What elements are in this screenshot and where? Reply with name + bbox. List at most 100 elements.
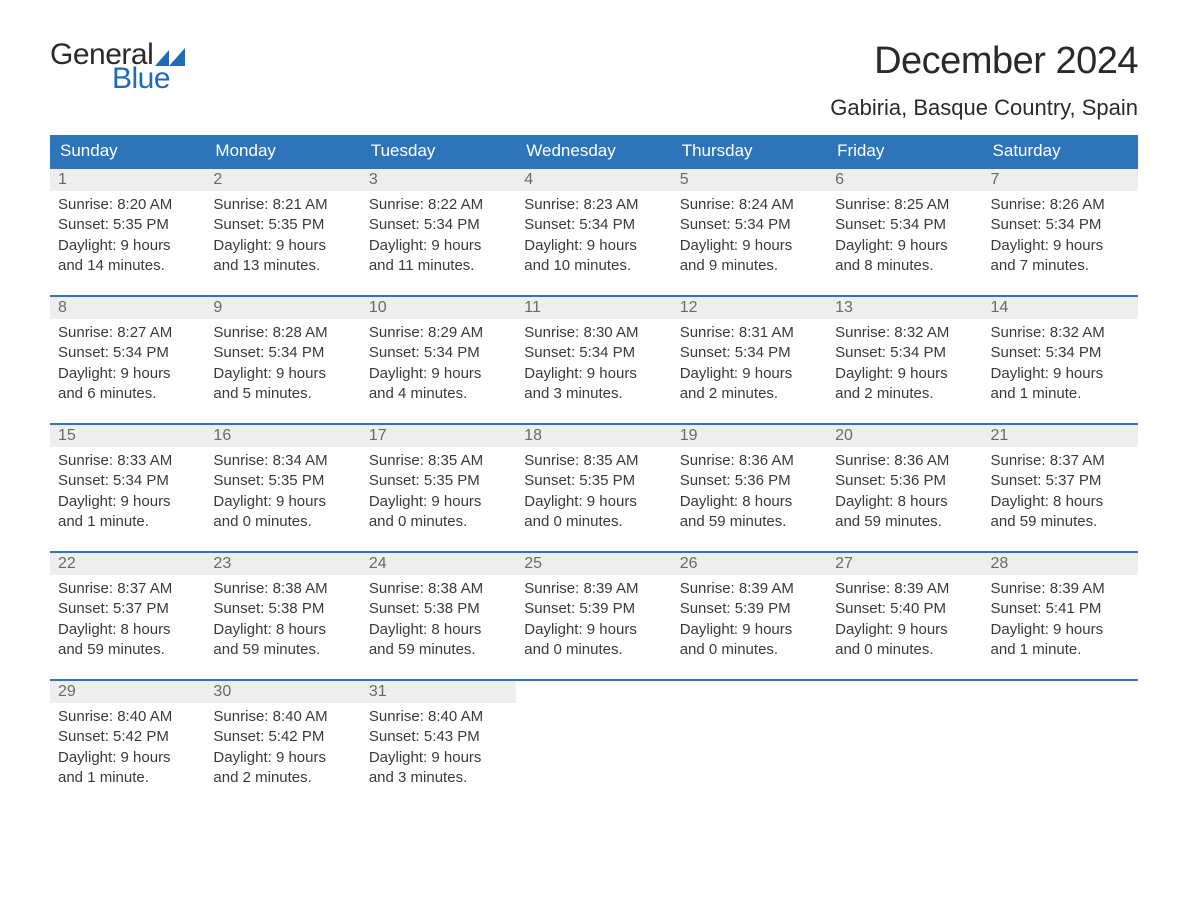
sunset-text: Sunset: 5:37 PM: [991, 471, 1130, 491]
day-details: Sunrise: 8:34 AMSunset: 5:35 PMDaylight:…: [205, 447, 360, 540]
calendar-day-cell: 28Sunrise: 8:39 AMSunset: 5:41 PMDayligh…: [983, 552, 1138, 680]
day-number: 28: [983, 553, 1138, 575]
calendar-day-cell: 18Sunrise: 8:35 AMSunset: 5:35 PMDayligh…: [516, 424, 671, 552]
day-details: Sunrise: 8:39 AMSunset: 5:39 PMDaylight:…: [516, 575, 671, 668]
daylight-text: Daylight: 9 hours and 11 minutes.: [369, 236, 508, 277]
logo-text-blue: Blue: [112, 64, 185, 94]
day-details: Sunrise: 8:20 AMSunset: 5:35 PMDaylight:…: [50, 191, 205, 284]
daylight-text: Daylight: 9 hours and 1 minute.: [991, 364, 1130, 405]
daylight-text: Daylight: 9 hours and 2 minutes.: [213, 748, 352, 789]
sunrise-text: Sunrise: 8:39 AM: [835, 579, 974, 599]
calendar-week-row: 15Sunrise: 8:33 AMSunset: 5:34 PMDayligh…: [50, 424, 1138, 552]
day-details: Sunrise: 8:28 AMSunset: 5:34 PMDaylight:…: [205, 319, 360, 412]
day-details: Sunrise: 8:36 AMSunset: 5:36 PMDaylight:…: [672, 447, 827, 540]
day-number: 6: [827, 169, 982, 191]
sunrise-text: Sunrise: 8:40 AM: [369, 707, 508, 727]
sunset-text: Sunset: 5:34 PM: [991, 215, 1130, 235]
day-details: Sunrise: 8:32 AMSunset: 5:34 PMDaylight:…: [983, 319, 1138, 412]
day-details: Sunrise: 8:32 AMSunset: 5:34 PMDaylight:…: [827, 319, 982, 412]
sunrise-text: Sunrise: 8:30 AM: [524, 323, 663, 343]
day-details: Sunrise: 8:38 AMSunset: 5:38 PMDaylight:…: [361, 575, 516, 668]
day-details: Sunrise: 8:38 AMSunset: 5:38 PMDaylight:…: [205, 575, 360, 668]
sunset-text: Sunset: 5:42 PM: [213, 727, 352, 747]
day-details: Sunrise: 8:30 AMSunset: 5:34 PMDaylight:…: [516, 319, 671, 412]
day-number: 1: [50, 169, 205, 191]
sunrise-text: Sunrise: 8:28 AM: [213, 323, 352, 343]
day-details: Sunrise: 8:23 AMSunset: 5:34 PMDaylight:…: [516, 191, 671, 284]
calendar-day-cell: 2Sunrise: 8:21 AMSunset: 5:35 PMDaylight…: [205, 168, 360, 296]
calendar-day-cell: 27Sunrise: 8:39 AMSunset: 5:40 PMDayligh…: [827, 552, 982, 680]
day-number: 10: [361, 297, 516, 319]
sunrise-text: Sunrise: 8:27 AM: [58, 323, 197, 343]
day-header: Saturday: [983, 135, 1138, 168]
calendar-day-cell: 10 Sunrise: 8:29 AMSunset: 5:34 PMDayligh…: [361, 296, 516, 424]
day-number: 16: [205, 425, 360, 447]
calendar-day-cell: 12Sunrise: 8:31 AMSunset: 5:34 PMDayligh…: [672, 296, 827, 424]
day-number: 7: [983, 169, 1138, 191]
day-number: 5: [672, 169, 827, 191]
sunrise-text: Sunrise: 8:37 AM: [991, 451, 1130, 471]
sunrise-text: Sunrise: 8:20 AM: [58, 195, 197, 215]
calendar-day-cell: 5Sunrise: 8:24 AMSunset: 5:34 PMDaylight…: [672, 168, 827, 296]
sunrise-text: Sunrise: 8:22 AM: [369, 195, 508, 215]
sunrise-text: Sunrise: 8:37 AM: [58, 579, 197, 599]
day-header: Thursday: [672, 135, 827, 168]
sunrise-text: Sunrise: 8:40 AM: [213, 707, 352, 727]
location: Gabiria, Basque Country, Spain: [830, 95, 1138, 121]
day-number: 31: [361, 681, 516, 703]
day-details: Sunrise: 8:37 AMSunset: 5:37 PMDaylight:…: [983, 447, 1138, 540]
daylight-text: Daylight: 9 hours and 10 minutes.: [524, 236, 663, 277]
sunset-text: Sunset: 5:34 PM: [835, 215, 974, 235]
daylight-text: Daylight: 9 hours and 14 minutes.: [58, 236, 197, 277]
sunset-text: Sunset: 5:34 PM: [213, 343, 352, 363]
sunrise-text: Sunrise: 8:25 AM: [835, 195, 974, 215]
day-number: 20: [827, 425, 982, 447]
sunset-text: Sunset: 5:34 PM: [524, 215, 663, 235]
daylight-text: Daylight: 9 hours and 8 minutes.: [835, 236, 974, 277]
daylight-text: Daylight: 9 hours and 7 minutes.: [991, 236, 1130, 277]
daylight-text: Daylight: 9 hours and 0 minutes.: [369, 492, 508, 533]
daylight-text: Daylight: 9 hours and 0 minutes.: [524, 620, 663, 661]
day-number: 4: [516, 169, 671, 191]
day-details: Sunrise: 8:39 AMSunset: 5:39 PMDaylight:…: [672, 575, 827, 668]
sunset-text: Sunset: 5:34 PM: [369, 215, 508, 235]
sunset-text: Sunset: 5:39 PM: [524, 599, 663, 619]
sunrise-text: Sunrise: 8:34 AM: [213, 451, 352, 471]
sunset-text: Sunset: 5:43 PM: [369, 727, 508, 747]
sunrise-text: Sunrise: 8:23 AM: [524, 195, 663, 215]
sunset-text: Sunset: 5:36 PM: [680, 471, 819, 491]
day-number: 13: [827, 297, 982, 319]
day-number: 24: [361, 553, 516, 575]
daylight-text: Daylight: 9 hours and 4 minutes.: [369, 364, 508, 405]
sunset-text: Sunset: 5:34 PM: [369, 343, 508, 363]
daylight-text: Daylight: 9 hours and 13 minutes.: [213, 236, 352, 277]
daylight-text: Daylight: 9 hours and 3 minutes.: [369, 748, 508, 789]
daylight-text: Daylight: 9 hours and 0 minutes.: [524, 492, 663, 533]
calendar-day-cell: 1Sunrise: 8:20 AMSunset: 5:35 PMDaylight…: [50, 168, 205, 296]
day-number: 2: [205, 169, 360, 191]
sunrise-text: Sunrise: 8:35 AM: [369, 451, 508, 471]
sunrise-text: Sunrise: 8:29 AM: [369, 323, 508, 343]
sunrise-text: Sunrise: 8:33 AM: [58, 451, 197, 471]
sunset-text: Sunset: 5:34 PM: [680, 343, 819, 363]
day-header-row: Sunday Monday Tuesday Wednesday Thursday…: [50, 135, 1138, 168]
daylight-text: Daylight: 8 hours and 59 minutes.: [835, 492, 974, 533]
daylight-text: Daylight: 9 hours and 1 minute.: [58, 748, 197, 789]
day-number: 8: [50, 297, 205, 319]
calendar-day-cell: 22Sunrise: 8:37 AMSunset: 5:37 PMDayligh…: [50, 552, 205, 680]
calendar-week-row: 8Sunrise: 8:27 AMSunset: 5:34 PMDaylight…: [50, 296, 1138, 424]
calendar-day-cell: 26Sunrise: 8:39 AMSunset: 5:39 PMDayligh…: [672, 552, 827, 680]
day-header: Monday: [205, 135, 360, 168]
day-number: 26: [672, 553, 827, 575]
day-header: Wednesday: [516, 135, 671, 168]
calendar-day-cell: 9Sunrise: 8:28 AMSunset: 5:34 PMDaylight…: [205, 296, 360, 424]
day-details: Sunrise: 8:39 AMSunset: 5:41 PMDaylight:…: [983, 575, 1138, 668]
daylight-text: Daylight: 8 hours and 59 minutes.: [680, 492, 819, 533]
day-header: Tuesday: [361, 135, 516, 168]
day-details: Sunrise: 8:27 AMSunset: 5:34 PMDaylight:…: [50, 319, 205, 412]
sunset-text: Sunset: 5:34 PM: [524, 343, 663, 363]
title-block: December 2024 Gabiria, Basque Country, S…: [830, 40, 1138, 121]
header: General Blue December 2024 Gabiria, Basq…: [50, 40, 1138, 121]
calendar-day-cell: 30Sunrise: 8:40 AMSunset: 5:42 PMDayligh…: [205, 680, 360, 808]
day-details: Sunrise: 8:22 AMSunset: 5:34 PMDaylight:…: [361, 191, 516, 284]
